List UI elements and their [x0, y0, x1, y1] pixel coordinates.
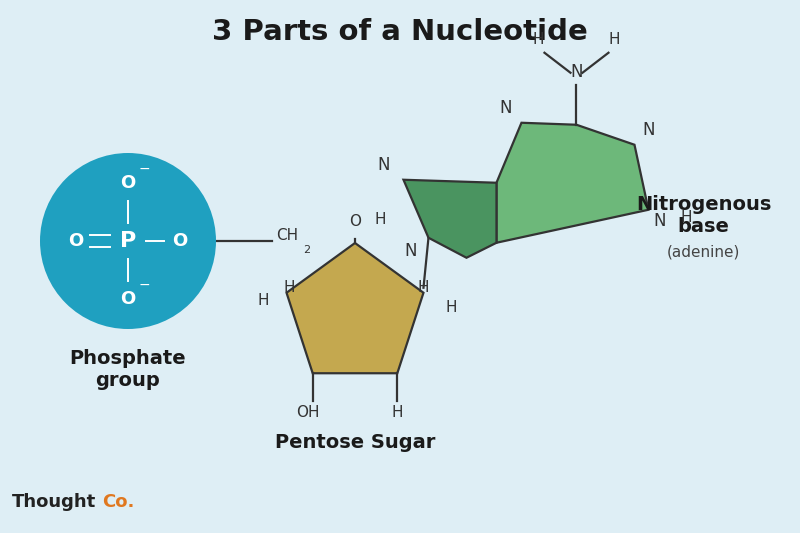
Polygon shape — [497, 123, 649, 243]
Text: N: N — [377, 156, 390, 174]
Text: H: H — [391, 405, 403, 420]
Text: O: O — [120, 174, 136, 192]
Text: N: N — [642, 121, 655, 139]
Text: 2: 2 — [303, 245, 310, 255]
Text: (adenine): (adenine) — [666, 245, 740, 260]
Text: O: O — [120, 290, 136, 308]
Text: O: O — [68, 232, 84, 250]
Text: H: H — [533, 32, 544, 47]
Text: −: − — [138, 278, 150, 292]
Text: H: H — [681, 210, 692, 225]
Text: Thought: Thought — [12, 493, 96, 511]
Text: N: N — [499, 99, 511, 117]
Text: P: P — [120, 231, 136, 251]
Text: 3 Parts of a Nucleotide: 3 Parts of a Nucleotide — [212, 18, 588, 46]
Text: H: H — [283, 280, 294, 295]
Text: H: H — [418, 280, 429, 295]
Text: N: N — [654, 212, 666, 230]
Text: −: − — [138, 162, 150, 176]
Text: Co.: Co. — [102, 493, 134, 511]
Polygon shape — [286, 243, 423, 373]
Polygon shape — [403, 180, 497, 258]
Circle shape — [40, 153, 216, 329]
Text: Nitrogenous
base: Nitrogenous base — [636, 195, 771, 236]
Text: H: H — [609, 32, 620, 47]
Text: O: O — [349, 214, 361, 229]
Text: O: O — [172, 232, 188, 250]
Text: Pentose Sugar: Pentose Sugar — [275, 433, 435, 452]
Text: N: N — [570, 63, 582, 81]
Text: H: H — [446, 300, 457, 315]
Text: CH: CH — [276, 228, 298, 243]
Text: N: N — [404, 242, 417, 260]
Text: Phosphate
group: Phosphate group — [70, 349, 186, 390]
Text: OH: OH — [296, 405, 319, 420]
Text: H: H — [375, 212, 386, 227]
Text: H: H — [257, 293, 269, 308]
